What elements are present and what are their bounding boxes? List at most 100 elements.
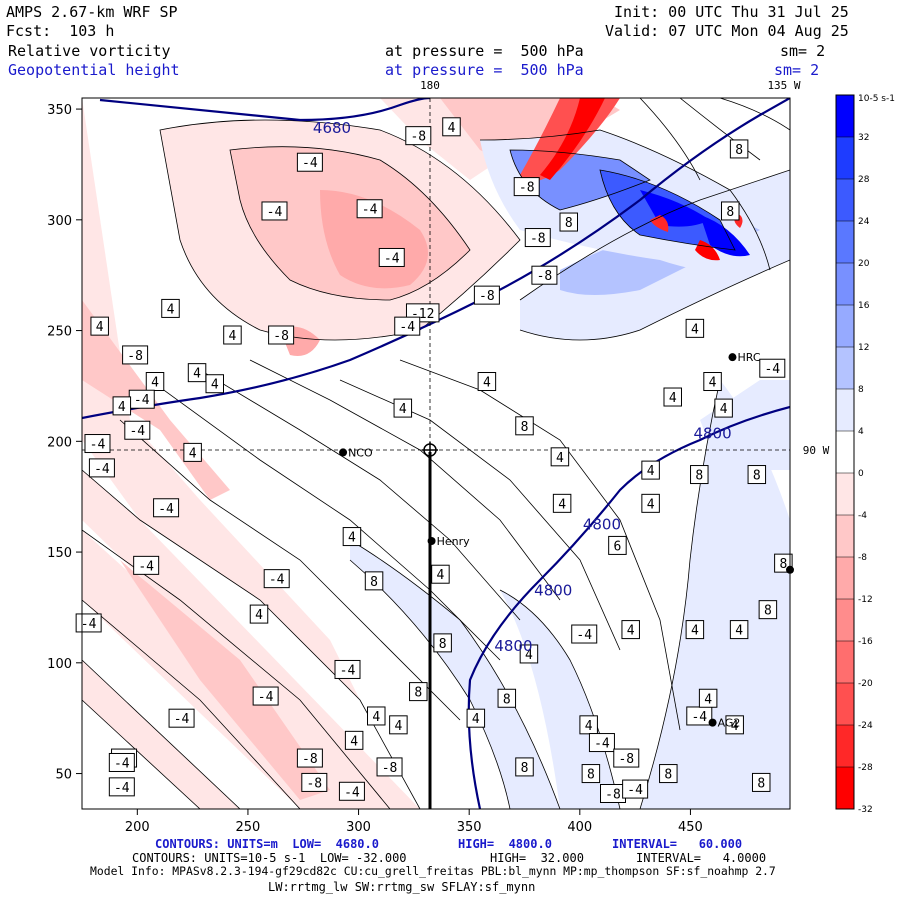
svg-text:-4: -4 [362,203,378,218]
colorbar-swatch [836,683,854,725]
height-contour-high: HIGH= 4800.0 [458,837,552,851]
svg-text:-4: -4 [129,424,145,439]
svg-text:8: 8 [414,686,422,701]
svg-text:-8: -8 [273,329,289,344]
svg-text:4: 4 [647,464,655,479]
vorticity-label: -4 [75,613,102,633]
init-time: Init: 00 UTC Thu 31 Jul 25 [614,3,849,21]
vorticity-label: 4 [431,564,450,584]
svg-text:-8: -8 [382,761,398,776]
model-title: AMPS 2.67-km WRF SP [6,3,178,21]
svg-text:-8: -8 [618,752,634,767]
vorticity-label: 4 [550,447,570,467]
height-contour-info: CONTOURS: UNITS=m LOW= 4680.0 [155,837,379,851]
vorticity-contour-high: HIGH= 32.000 [490,851,584,865]
lon-label-135w: 135 W [767,79,800,92]
svg-text:4: 4 [556,451,564,466]
vorticity-label: -4 [88,458,115,478]
height-labels: 4680 4800 4800 4800 4800 [313,119,732,655]
x-tick-label: 350 [457,820,482,835]
height-label: 4680 [313,119,351,137]
colorbar-swatch [836,347,854,389]
colorbar-label: 20 [858,259,870,269]
svg-text:-4: -4 [174,712,190,727]
stations: NCO Henry HRC AG2 [339,351,794,730]
svg-text:8: 8 [587,768,595,783]
vorticity-label: 8 [559,212,578,232]
svg-text:-4: -4 [267,205,283,220]
vorticity-label: 4 [685,318,705,338]
svg-text:-4: -4 [158,502,174,517]
vorticity-label: 8 [497,688,517,708]
svg-text:4: 4 [558,497,566,512]
height-label: 4800 [534,582,572,600]
svg-text:4: 4 [167,302,175,317]
vorticity-label: 4 [183,442,202,462]
svg-text:8: 8 [664,768,672,783]
vorticity-label: 8 [515,416,534,436]
colorbar-swatch [836,305,854,347]
station-marker: NCO [339,446,373,459]
colorbar-label: 8 [858,385,864,395]
vorticity-label: -4 [108,752,135,772]
svg-text:4: 4 [720,402,728,417]
vorticity-label: -4 [263,569,290,589]
svg-text:-4: -4 [90,438,106,453]
colorbar-label: 12 [858,343,869,353]
svg-text:-4: -4 [94,462,110,477]
svg-text:-4: -4 [627,783,643,798]
svg-text:HRC: HRC [737,351,760,364]
vorticity-label: 4 [685,620,705,640]
colorbar-label: -28 [858,763,873,773]
colorbar-swatch [836,179,854,221]
vorticity-label: -8 [268,325,295,345]
x-tick-label: 300 [346,820,371,835]
vorticity-label: -4 [84,434,111,454]
svg-text:8: 8 [439,637,447,652]
svg-text:4: 4 [348,531,356,546]
colorbar-swatch [836,641,854,683]
vorticity-label: 4 [223,325,242,345]
svg-text:-8: -8 [537,269,553,284]
svg-text:4: 4 [709,376,717,391]
y-axis: 350 300 250 200 150 100 50 [47,103,82,783]
vorticity-label: -8 [531,265,558,285]
vorticity-label: -4 [378,247,405,267]
y-tick-label: 350 [47,103,72,118]
vorticity-label: -8 [405,126,432,146]
vorticity-label: 4 [342,527,362,547]
field-height: Geopotential height [8,61,180,79]
vorticity-label: 8 [659,764,678,784]
svg-text:8: 8 [753,469,761,484]
vorticity-label: -4 [128,389,155,409]
svg-text:4: 4 [669,391,677,406]
vorticity-label: 4 [90,316,109,336]
vorticity-label: 4 [389,715,408,735]
vorticity-label: -4 [252,686,279,706]
svg-text:4: 4 [229,329,237,344]
vorticity-label: 8 [729,139,749,159]
svg-text:-8: -8 [605,787,621,802]
colorbar-label: -8 [858,553,867,563]
svg-text:4: 4 [647,497,655,512]
svg-text:4: 4 [189,446,197,461]
vorticity-label: -4 [153,498,180,518]
svg-text:4: 4 [731,719,739,734]
svg-text:8: 8 [565,216,573,231]
vorticity-label: 4 [641,493,660,513]
vorticity-label: -4 [356,199,383,219]
vorticity-label: -8 [122,345,149,365]
vorticity-label: 4 [519,644,539,664]
colorbar-label: 24 [858,217,870,227]
vorticity-label: -8 [524,228,551,248]
svg-text:4: 4 [627,624,635,639]
colorbar-label: 4 [858,427,864,437]
vorticity-label: -4 [622,779,649,799]
x-tick-label: 450 [678,820,703,835]
svg-text:4: 4 [735,624,743,639]
vorticity-label: 8 [721,201,740,221]
colorbar-swatch [836,767,854,809]
colorbar-label: -32 [858,805,873,815]
y-tick-label: 50 [55,768,72,783]
svg-text:-4: -4 [576,628,592,643]
